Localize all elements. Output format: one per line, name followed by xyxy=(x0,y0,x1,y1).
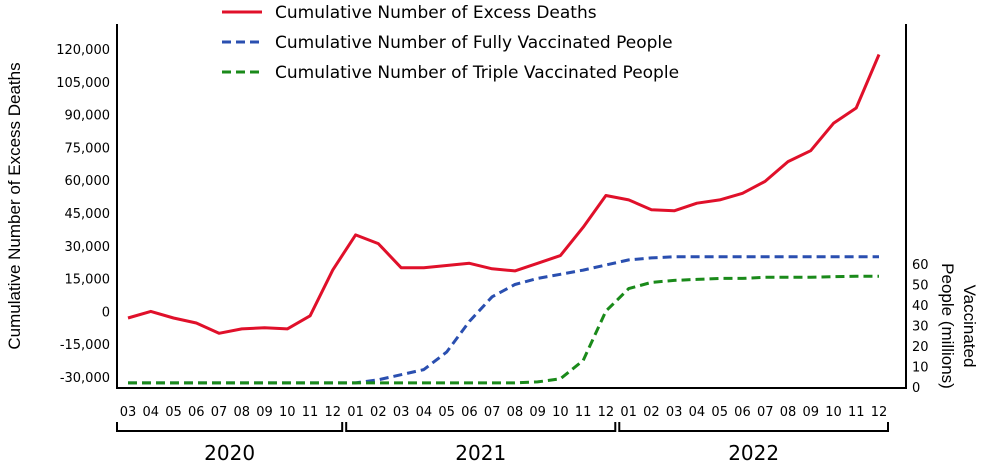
year-label: 2020 xyxy=(204,441,255,465)
y2-axis-label-line2: People (millions) xyxy=(938,263,957,389)
y-tick-label: 0 xyxy=(102,305,110,320)
legend-label: Cumulative Number of Excess Deaths xyxy=(275,3,597,23)
x-tick-label: 03 xyxy=(666,405,683,420)
x-tick-label: 01 xyxy=(620,405,637,420)
y2-tick-label: 0 xyxy=(912,381,920,396)
x-tick-label: 12 xyxy=(598,405,615,420)
x-tick-label: 09 xyxy=(802,405,819,420)
legend: Cumulative Number of Excess Deaths Cumula… xyxy=(222,3,679,83)
y2-tick-label: 30 xyxy=(912,320,929,335)
series-line xyxy=(128,255,879,385)
x-tick-label: 11 xyxy=(848,405,865,420)
x-tick-label: 08 xyxy=(507,405,524,420)
x-tick-label: 11 xyxy=(575,405,592,420)
x-tick-label: 04 xyxy=(689,405,706,420)
right-tick-labels: 60 50 40 30 20 10 0 xyxy=(912,258,929,396)
y-tick-label: 60,000 xyxy=(65,174,111,189)
x-tick-label: 10 xyxy=(552,405,569,420)
y-tick-label: -30,000 xyxy=(60,371,110,386)
y-axis-label: Cumulative Number of Excess Deaths xyxy=(5,62,24,349)
series-group xyxy=(127,53,881,385)
year-brackets: 2020 2021 2022 xyxy=(116,422,889,465)
legend-label: Cumulative Number of Fully Vaccinated Pe… xyxy=(275,33,673,53)
y2-tick-label: 50 xyxy=(912,279,929,294)
x-tick-label: 10 xyxy=(825,405,842,420)
x-tick-labels: 03 04 05 06 07 08 09 10 11 12 01 02 03 04 05 06 07 08 09 10… xyxy=(120,405,888,420)
x-tick-label: 05 xyxy=(165,405,182,420)
y2-tick-label: 60 xyxy=(912,258,929,273)
y-tick-label: 120,000 xyxy=(56,43,110,58)
year-label: 2022 xyxy=(728,441,779,465)
x-tick-label: 12 xyxy=(871,405,888,420)
x-tick-label: 01 xyxy=(347,405,364,420)
x-tick-label: 07 xyxy=(211,405,228,420)
x-tick-label: 07 xyxy=(484,405,501,420)
x-tick-label: 05 xyxy=(711,405,728,420)
x-tick-label: 06 xyxy=(188,405,205,420)
x-tick-label: 08 xyxy=(234,405,251,420)
x-tick-label: 03 xyxy=(120,405,137,420)
series-line xyxy=(128,274,879,385)
x-tick-label: 11 xyxy=(302,405,319,420)
x-tick-label: 08 xyxy=(780,405,797,420)
y2-tick-label: 10 xyxy=(912,361,929,376)
x-tick-label: 05 xyxy=(438,405,455,420)
legend-label: Cumulative Number of Triple Vaccinated P… xyxy=(275,63,679,83)
x-tick-label: 04 xyxy=(416,405,433,420)
left-tick-labels: 120,000 105,000 90,000 75,000 60,000 45,000 30… xyxy=(56,43,110,386)
y-tick-label: 75,000 xyxy=(65,141,111,156)
y-tick-label: 105,000 xyxy=(56,76,110,91)
year-bracket xyxy=(116,422,344,432)
year-bracket xyxy=(345,422,617,432)
x-tick-label: 10 xyxy=(279,405,296,420)
y-tick-label: 90,000 xyxy=(65,109,111,124)
x-tick-label: 04 xyxy=(142,405,159,420)
x-tick-label: 12 xyxy=(325,405,342,420)
y-tick-label: 45,000 xyxy=(65,207,111,222)
x-tick-label: 07 xyxy=(757,405,774,420)
y-tick-label: 30,000 xyxy=(65,240,111,255)
y-tick-label: -15,000 xyxy=(60,338,110,353)
year-bracket xyxy=(618,422,889,432)
year-label: 2021 xyxy=(455,441,506,465)
x-tick-label: 09 xyxy=(256,405,273,420)
y2-tick-label: 40 xyxy=(912,299,929,314)
x-tick-label: 02 xyxy=(643,405,660,420)
x-tick-label: 02 xyxy=(370,405,387,420)
series-line xyxy=(127,53,881,335)
x-tick-label: 06 xyxy=(461,405,478,420)
x-tick-label: 06 xyxy=(734,405,751,420)
x-tick-label: 09 xyxy=(529,405,546,420)
y-tick-label: 15,000 xyxy=(65,273,111,288)
y2-axis-label-line1: Vaccinated xyxy=(960,285,979,368)
x-tick-label: 03 xyxy=(393,405,410,420)
y2-tick-label: 20 xyxy=(912,340,929,355)
